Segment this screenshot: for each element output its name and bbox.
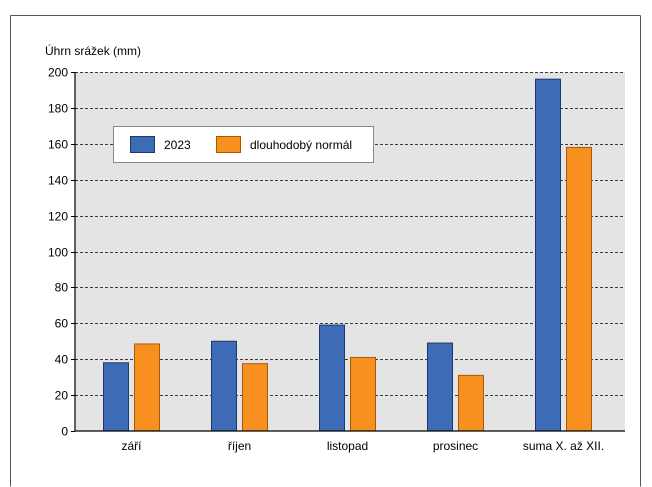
legend-swatch-normal <box>216 136 241 153</box>
x-tick-label-2: listopad <box>327 439 368 453</box>
y-axis-label: Úhrn srážek (mm) <box>45 43 141 58</box>
y-tick-label-60: 60 <box>55 317 69 331</box>
bars <box>103 78 592 432</box>
legend-swatch-2023 <box>130 136 155 153</box>
y-tick-label-160: 160 <box>48 138 68 152</box>
bar-normal-3 <box>458 374 484 432</box>
bar-normal-4 <box>566 146 592 432</box>
bar-2023-3 <box>427 342 453 432</box>
x-axis-labels: září říjen listopad prosinec suma X. až XII. <box>121 439 604 453</box>
y-tick-label-20: 20 <box>55 389 69 403</box>
x-tick-label-4: suma X. až XII. <box>523 439 604 453</box>
legend-label-2023: 2023 <box>164 138 191 152</box>
legend-label-normal: dlouhodobý normál <box>250 138 352 152</box>
y-tick-label-200: 200 <box>48 66 68 80</box>
x-tick-label-0: září <box>121 439 142 453</box>
y-tick-label-140: 140 <box>48 174 68 188</box>
x-tick-label-1: říjen <box>228 439 251 453</box>
y-tick-label-0: 0 <box>61 425 68 439</box>
y-tick-label-80: 80 <box>55 281 69 295</box>
bar-normal-1 <box>242 363 268 432</box>
legend-box <box>113 126 374 163</box>
bar-2023-4 <box>535 78 561 432</box>
y-tick-label-180: 180 <box>48 102 68 116</box>
x-tick-label-3: prosinec <box>433 439 478 453</box>
bar-2023-1 <box>211 340 237 432</box>
bar-normal-0 <box>134 343 160 432</box>
y-tick-label-40: 40 <box>55 353 69 367</box>
bar-2023-0 <box>103 362 129 432</box>
bar-2023-2 <box>319 324 345 432</box>
bar-normal-2 <box>350 356 376 432</box>
legend: 2023 dlouhodobý normál <box>113 126 374 163</box>
y-tick-label-100: 100 <box>48 246 68 260</box>
y-tick-label-120: 120 <box>48 210 68 224</box>
y-axis-ticks: 0 20 40 60 80 100 120 140 160 180 200 <box>48 66 75 439</box>
